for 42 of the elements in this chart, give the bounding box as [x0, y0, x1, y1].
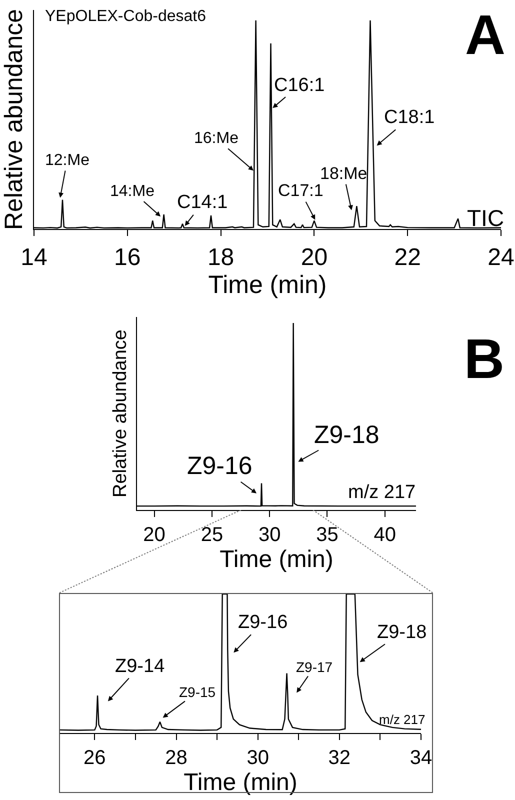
- x-tick-label: 16: [114, 244, 141, 271]
- annotation: Z9-16: [187, 452, 252, 480]
- x-axis-title: Time (min): [208, 270, 327, 299]
- x-tick-label: 35: [316, 524, 338, 546]
- annotation: Z9-14: [115, 656, 166, 677]
- annotation: C18:1: [384, 107, 435, 128]
- x-tick-label: 24: [488, 244, 514, 271]
- annotation: 12:Me: [45, 152, 90, 169]
- x-tick-label: 32: [328, 747, 351, 769]
- annotation: Z9-18: [314, 421, 380, 449]
- x-tick-label: 26: [84, 747, 106, 769]
- annotation: A: [465, 3, 506, 66]
- annotation: Z9-17: [296, 659, 333, 675]
- y-axis-title: Relative abundance: [0, 9, 28, 230]
- x-tick-label: 14: [20, 244, 48, 271]
- annotation: 16:Me: [194, 130, 239, 147]
- x-tick-label: 40: [374, 524, 396, 546]
- annotation: m/z 217: [348, 482, 416, 503]
- annotation: 14:Me: [110, 183, 155, 200]
- annotation: m/z 217: [379, 712, 426, 727]
- annotation: Z9-16: [238, 612, 288, 633]
- x-tick-label: 20: [300, 244, 328, 271]
- annotation: C17:1: [278, 181, 324, 200]
- annotation: Z9-15: [179, 684, 216, 700]
- x-tick-label: 30: [246, 747, 269, 769]
- x-tick-label: 22: [394, 244, 421, 271]
- annotation: C16:1: [274, 75, 325, 96]
- y-axis-title: Relative abundance: [110, 330, 131, 498]
- x-tick-label: 20: [143, 524, 166, 546]
- annotation: YEpOLEX-Cob-desat6: [45, 8, 206, 25]
- x-tick-label: 34: [410, 747, 432, 769]
- text: B: [464, 327, 504, 390]
- annotation: 18:Me: [320, 164, 368, 183]
- x-tick-label: 18: [207, 244, 234, 271]
- x-axis-title: Time (min): [184, 769, 298, 796]
- annotation: Z9-18: [377, 622, 427, 643]
- x-axis-title: Time (min): [220, 546, 334, 573]
- annotation: TIC: [467, 205, 504, 231]
- x-tick-label: 30: [258, 524, 281, 546]
- x-tick-label: 28: [165, 747, 188, 769]
- annotation: C14:1: [177, 192, 228, 213]
- x-tick-label: 25: [200, 524, 224, 546]
